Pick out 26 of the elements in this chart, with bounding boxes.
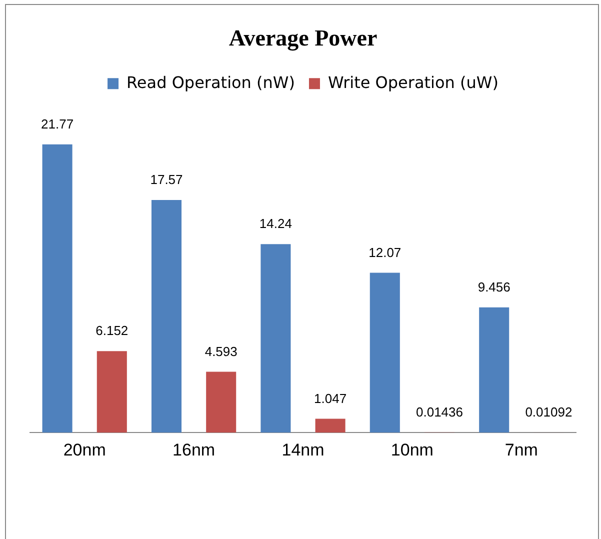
legend-label: Write Operation (uW) bbox=[328, 72, 498, 92]
x-tick-label: 10nm bbox=[390, 440, 434, 460]
bar bbox=[96, 351, 127, 433]
bar bbox=[151, 200, 182, 433]
data-label: 1.047 bbox=[314, 390, 347, 406]
x-tick-label: 16nm bbox=[172, 440, 216, 460]
chart-title: Average Power bbox=[228, 26, 378, 52]
data-label: 14.24 bbox=[259, 216, 292, 232]
data-label: 6.152 bbox=[96, 323, 128, 338]
bar bbox=[206, 372, 236, 433]
bar bbox=[370, 272, 400, 433]
bar bbox=[42, 144, 72, 433]
data-label: 12.07 bbox=[368, 244, 402, 260]
x-tick-label: 14nm bbox=[282, 440, 324, 460]
x-tick-label: 20nm bbox=[63, 440, 106, 460]
legend-label: Read Operation (nW) bbox=[126, 72, 295, 92]
data-label: 17.57 bbox=[150, 172, 183, 188]
bar bbox=[479, 307, 510, 433]
data-label: 0.01092 bbox=[525, 404, 572, 420]
bar bbox=[315, 418, 346, 433]
data-label: 0.01436 bbox=[416, 404, 463, 420]
data-label: 9.456 bbox=[478, 279, 510, 294]
data-label: 21.77 bbox=[41, 116, 74, 132]
bar bbox=[260, 244, 291, 433]
x-tick-label: 7nm bbox=[504, 440, 538, 460]
data-label: 4.593 bbox=[204, 344, 238, 359]
